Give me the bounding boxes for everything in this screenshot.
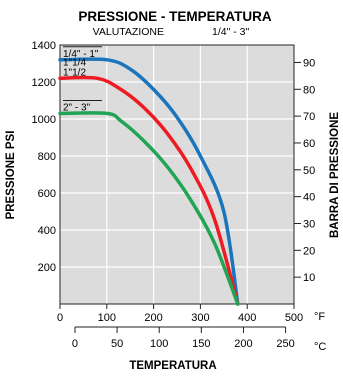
y-tick-label-psi: 1400 bbox=[32, 40, 56, 52]
series-band-label: 1"1/4 bbox=[63, 57, 86, 68]
y-tick-label-bar: 10 bbox=[303, 272, 315, 284]
y-axis-label-left: PRESSIONE PSI bbox=[5, 131, 17, 220]
y-tick-label-psi: 400 bbox=[38, 225, 56, 237]
x-tick-label-c: 250 bbox=[276, 338, 294, 350]
y-axis-label-right: BARRA DI PRESSIONE bbox=[329, 112, 341, 238]
series-band-label: 2" - 3" bbox=[63, 102, 91, 113]
y-tick-label-psi: 1000 bbox=[32, 114, 56, 126]
bottom-ticks-f: 0 100 200 300 400 500 bbox=[57, 304, 303, 324]
y-tick-label-bar: 30 bbox=[303, 218, 315, 230]
y-tick-label-bar: 70 bbox=[303, 111, 315, 123]
y-tick-label-bar: 90 bbox=[303, 57, 315, 69]
unit-celsius: °C bbox=[314, 341, 326, 353]
x-tick-label-f: 200 bbox=[144, 312, 162, 324]
x-tick-label-f: 400 bbox=[238, 312, 256, 324]
x-tick-label-c: 100 bbox=[150, 338, 168, 350]
series-lines bbox=[58, 57, 240, 306]
x-tick-label-c: 150 bbox=[192, 338, 210, 350]
x-tick-label-f: 300 bbox=[191, 312, 209, 324]
chart-subtitle-left: VALUTAZIONE bbox=[93, 26, 164, 38]
unit-fahrenheit: °F bbox=[314, 311, 325, 323]
right-ticks: 10 20 30 40 50 60 70 80 90 bbox=[294, 57, 315, 284]
plot-frame bbox=[59, 44, 295, 305]
series-line bbox=[58, 75, 240, 306]
y-tick-label-psi: 200 bbox=[38, 262, 56, 274]
y-tick-label-psi: 600 bbox=[38, 188, 56, 200]
series-band-label: 1"1/2 bbox=[63, 67, 86, 78]
series-band-labels: 1/4" - 1"1"1/41"1/2 2" - 3" bbox=[63, 46, 102, 113]
x-axis-label: TEMPERATURA bbox=[129, 360, 216, 372]
y-tick-label-bar: 80 bbox=[303, 84, 315, 96]
series-line bbox=[58, 111, 240, 306]
y-tick-label-psi: 1200 bbox=[32, 77, 56, 89]
y-tick-label-psi: 800 bbox=[38, 151, 56, 163]
x-tick-label-c: 0 bbox=[72, 338, 78, 350]
y-tick-label-bar: 50 bbox=[303, 165, 315, 177]
left-ticks: 200 400 600 800 1000 1200 1400 bbox=[32, 40, 56, 274]
x-tick-label-c: 200 bbox=[234, 338, 252, 350]
x-tick-label-c: 50 bbox=[111, 338, 123, 350]
plot-area bbox=[60, 45, 294, 304]
series-line bbox=[58, 57, 240, 306]
y-tick-label-bar: 20 bbox=[303, 245, 315, 257]
y-tick-label-bar: 60 bbox=[303, 138, 315, 150]
chart-subtitle-right: 1/4" - 3" bbox=[212, 26, 249, 38]
x-tick-label-f: 0 bbox=[57, 312, 63, 324]
series-band-label: 1/4" - 1" bbox=[63, 49, 99, 60]
bottom-ticks-c: 0 50 100 150 200 250 bbox=[72, 326, 295, 350]
chart-title: PRESSIONE - TEMPERATURA bbox=[78, 9, 272, 24]
y-tick-label-bar: 40 bbox=[303, 192, 315, 204]
x-tick-label-f: 500 bbox=[285, 312, 303, 324]
x-tick-label-f: 100 bbox=[98, 312, 116, 324]
